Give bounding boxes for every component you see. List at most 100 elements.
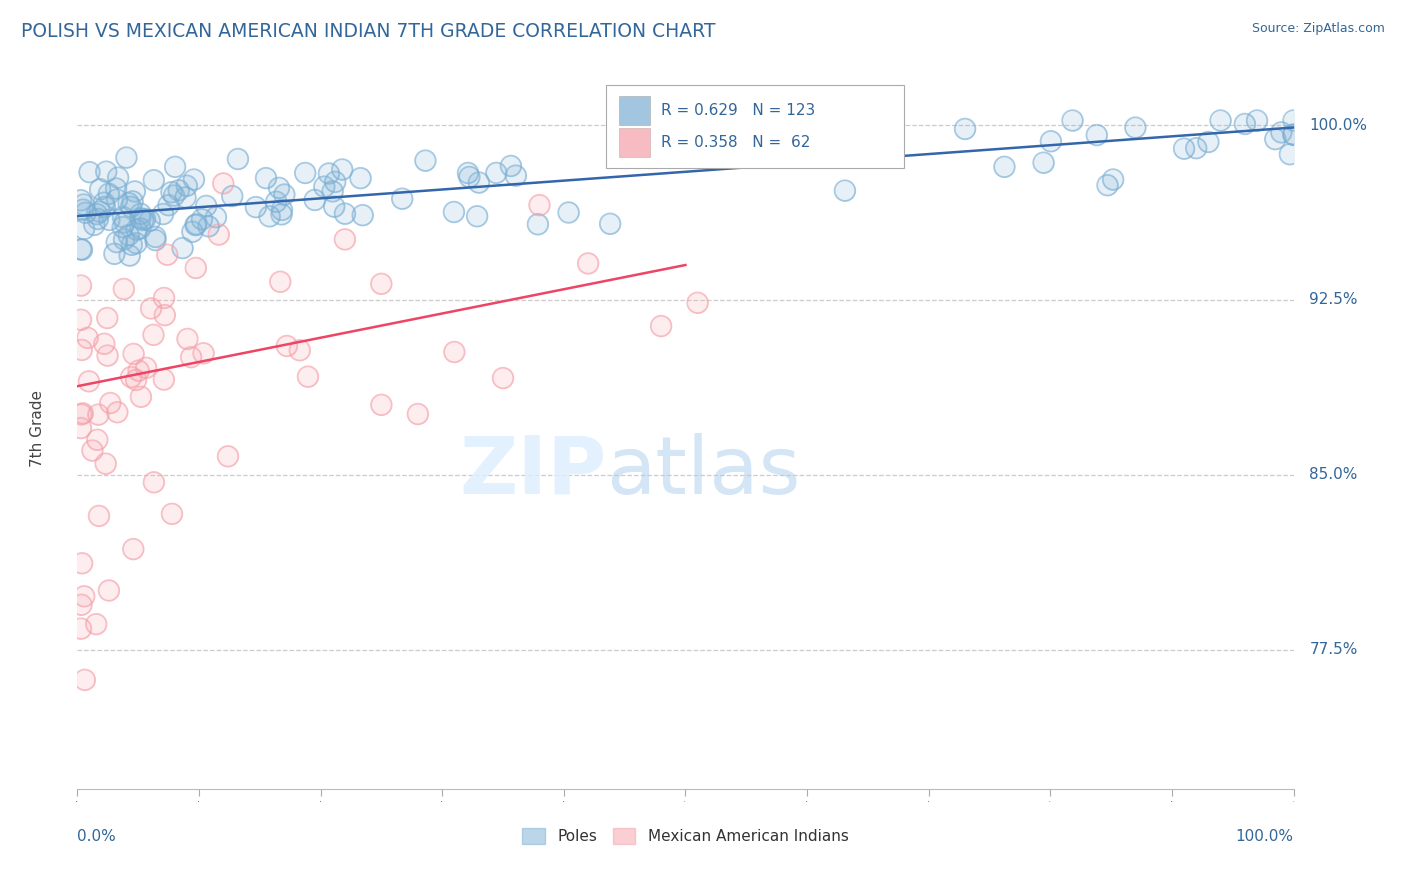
Point bbox=[180, 350, 202, 364]
Point bbox=[1032, 155, 1054, 169]
Text: 77.5%: 77.5% bbox=[1309, 642, 1358, 657]
Point bbox=[322, 185, 344, 199]
Point bbox=[70, 278, 93, 293]
Point bbox=[96, 164, 118, 178]
Point bbox=[1282, 113, 1305, 128]
Point bbox=[87, 408, 110, 422]
Point bbox=[96, 164, 118, 178]
Point bbox=[205, 210, 228, 224]
Point bbox=[165, 160, 187, 174]
Point bbox=[70, 421, 93, 435]
Point bbox=[254, 171, 277, 186]
Text: Source: ZipAtlas.com: Source: ZipAtlas.com bbox=[1251, 22, 1385, 36]
Point bbox=[651, 140, 673, 154]
Point bbox=[153, 308, 176, 322]
Point bbox=[557, 205, 579, 219]
Text: 100.0%: 100.0% bbox=[1309, 118, 1367, 133]
Point bbox=[145, 233, 167, 247]
Point bbox=[160, 507, 183, 521]
Point bbox=[98, 396, 121, 410]
Point bbox=[122, 347, 145, 361]
Text: 7th Grade: 7th Grade bbox=[30, 390, 45, 467]
Point bbox=[686, 295, 709, 310]
Point bbox=[73, 197, 96, 211]
Point bbox=[160, 185, 183, 199]
Point bbox=[792, 113, 814, 128]
Point bbox=[499, 159, 522, 173]
Point bbox=[527, 217, 550, 231]
Point bbox=[443, 205, 465, 219]
Point bbox=[599, 217, 621, 231]
Point bbox=[217, 450, 239, 464]
Point bbox=[183, 172, 205, 186]
Point bbox=[181, 225, 204, 239]
Point bbox=[152, 207, 174, 221]
Point bbox=[153, 308, 176, 322]
Point bbox=[145, 233, 167, 247]
Point bbox=[121, 237, 143, 252]
Point bbox=[529, 198, 551, 212]
Point bbox=[1097, 178, 1119, 193]
Point bbox=[1282, 128, 1305, 142]
Point bbox=[269, 275, 291, 289]
Point bbox=[94, 457, 117, 471]
Point bbox=[118, 248, 141, 262]
Point bbox=[118, 228, 141, 243]
Point bbox=[1246, 113, 1268, 128]
Point bbox=[870, 123, 893, 137]
Point bbox=[174, 190, 197, 204]
Point bbox=[1032, 155, 1054, 169]
Point bbox=[267, 181, 290, 195]
Point bbox=[86, 433, 108, 447]
Point bbox=[77, 374, 100, 388]
Point bbox=[73, 222, 96, 236]
Point bbox=[160, 185, 183, 199]
Point bbox=[125, 222, 148, 236]
Point bbox=[576, 256, 599, 270]
Point bbox=[105, 235, 128, 249]
Text: R = 0.358   N =  62: R = 0.358 N = 62 bbox=[661, 136, 810, 150]
Point bbox=[264, 194, 287, 209]
Text: atlas: atlas bbox=[606, 433, 801, 510]
Point bbox=[105, 181, 128, 195]
Point bbox=[118, 228, 141, 243]
Text: 100.0%: 100.0% bbox=[1236, 830, 1294, 844]
Point bbox=[1264, 132, 1286, 146]
Point bbox=[226, 152, 249, 166]
Point bbox=[197, 219, 219, 234]
Point bbox=[70, 622, 93, 636]
Point bbox=[98, 213, 121, 227]
Point bbox=[134, 211, 156, 226]
Point bbox=[443, 345, 465, 359]
Point bbox=[288, 343, 311, 358]
Point bbox=[73, 673, 96, 687]
Point bbox=[297, 369, 319, 384]
Point bbox=[527, 217, 550, 231]
Point bbox=[129, 390, 152, 404]
Point bbox=[273, 187, 295, 202]
Point bbox=[195, 199, 218, 213]
Text: 85.0%: 85.0% bbox=[1309, 467, 1358, 483]
Text: POLISH VS MEXICAN AMERICAN INDIAN 7TH GRADE CORRELATION CHART: POLISH VS MEXICAN AMERICAN INDIAN 7TH GR… bbox=[21, 22, 716, 41]
Point bbox=[1197, 135, 1219, 149]
Point bbox=[1282, 128, 1305, 142]
Point bbox=[153, 372, 176, 386]
Point bbox=[557, 205, 579, 219]
Point bbox=[129, 207, 152, 221]
Point bbox=[333, 232, 356, 246]
Point bbox=[485, 166, 508, 180]
Point bbox=[323, 200, 346, 214]
Point bbox=[1282, 128, 1305, 142]
Point bbox=[70, 243, 93, 257]
Point bbox=[70, 556, 93, 570]
Point bbox=[1062, 113, 1084, 128]
Point bbox=[124, 185, 146, 199]
Point bbox=[76, 331, 98, 345]
Point bbox=[73, 590, 96, 604]
Point bbox=[1270, 125, 1292, 139]
Point bbox=[93, 336, 115, 351]
Point bbox=[834, 184, 856, 198]
Point bbox=[105, 181, 128, 195]
Bar bbox=[619, 95, 650, 125]
Point bbox=[120, 370, 142, 384]
